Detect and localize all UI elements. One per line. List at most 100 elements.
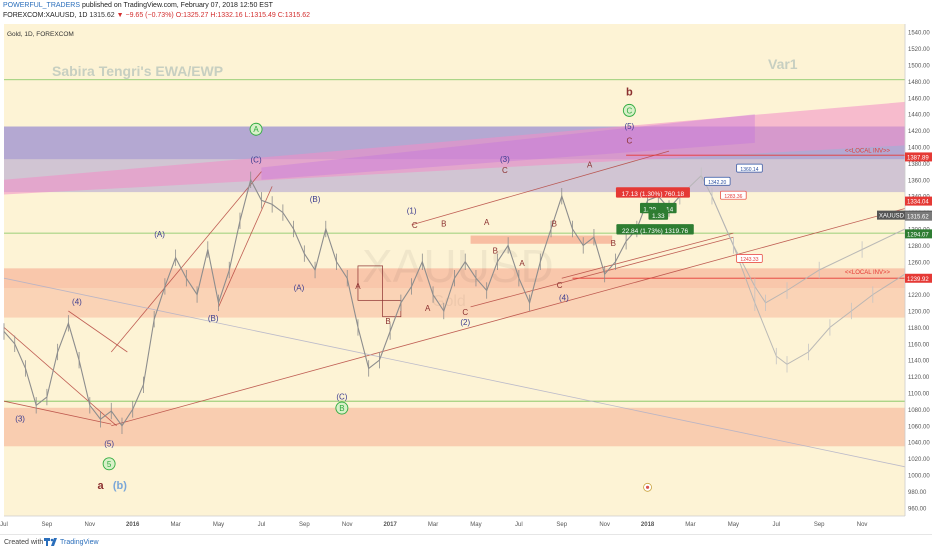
wave-text: A [425, 304, 431, 313]
wave-circle [335, 401, 349, 415]
time-tick-label: Jul [772, 522, 780, 528]
price-tick-label: 1100.00 [908, 392, 930, 398]
wave-label: B [552, 220, 557, 229]
wave-label: C [557, 281, 563, 290]
time-tick-label: Jul [515, 522, 523, 528]
chart-title: Gold, 1D, FOREXCOM [7, 31, 74, 38]
annotation: 1.33 [648, 209, 669, 220]
price-tag: 1387.89 [905, 152, 932, 162]
ticker-watermark: XAUUSD [362, 240, 554, 292]
wave-text: b [626, 86, 633, 98]
wave-text: C [412, 221, 418, 230]
price-tick-label: 1040.00 [908, 441, 930, 447]
tradingview-brand[interactable]: TradingView [60, 539, 99, 546]
price-tag-label: 1315.62 [907, 215, 929, 221]
created-with-text: Created with [4, 539, 44, 546]
time-tick-label: Jul [258, 522, 266, 528]
wave-label: B [611, 239, 616, 248]
wave-text: C [626, 106, 632, 115]
wave-text: C [502, 166, 508, 175]
wave-label: a [97, 480, 104, 492]
wave-box [357, 265, 383, 301]
annotation-box [704, 176, 731, 186]
price-tag: 1334.04 [905, 196, 932, 206]
annotation-label: 1.33 [652, 213, 665, 220]
wave-label: (5) [104, 439, 114, 448]
annotation: <<LOCAL INV>> [845, 270, 891, 276]
price-tick-label: 1120.00 [908, 375, 930, 381]
series-projection [679, 174, 906, 365]
symbol-axis-tag-label: XAUUSD [879, 214, 905, 220]
wave-circle [249, 122, 263, 136]
price-tick-label: 1000.00 [908, 474, 930, 480]
price-tick-label: 1400.00 [908, 146, 930, 152]
wave-label: C [462, 308, 468, 317]
time-tick-label: 2017 [383, 522, 397, 528]
wave-circle [102, 457, 116, 471]
price-tag: 1294.07 [905, 229, 932, 239]
wave-label: (A) [294, 284, 305, 293]
long-down-line [3, 277, 906, 468]
annotation-box [720, 190, 747, 200]
time-tick-label: Sep [814, 522, 825, 528]
wave-label: b [626, 86, 633, 98]
price-tick-label: 1460.00 [908, 96, 930, 102]
wave-label: (5) [624, 122, 634, 131]
price-tick-label: 1220.00 [908, 293, 930, 299]
trendline-1 [3, 327, 117, 427]
price-tick-label: 1420.00 [908, 129, 930, 135]
price-tick-label: 1080.00 [908, 408, 930, 414]
annotation: <<LOCAL INV>> [845, 149, 891, 155]
tradingview-logo-icon[interactable] [44, 537, 58, 547]
wave-text: C [462, 308, 468, 317]
annotation-box [616, 224, 694, 235]
wave-label: (2) [460, 318, 470, 327]
time-tick-label: Nov [84, 522, 95, 528]
price-change: ▼ −9.65 (−0.73%) [116, 12, 174, 19]
wave-label: (C) [336, 393, 347, 402]
author-link[interactable]: POWERFUL_TRADERS [3, 2, 81, 9]
wave-text: 5 [107, 460, 112, 469]
wave-label: A [519, 259, 525, 268]
wave-label: (1) [407, 206, 417, 215]
series-projection_alt [711, 195, 906, 304]
event-flag-icon [643, 482, 652, 492]
wave-text: B [339, 404, 344, 413]
wave-text: (4) [559, 293, 569, 302]
price-tag-box [905, 196, 932, 206]
wave-label: (b) [113, 480, 127, 492]
wave-label: A [355, 282, 361, 291]
price-tick-label: 960.00 [908, 506, 927, 512]
local-zone-salmon [470, 235, 613, 244]
wave-text: (C) [336, 393, 347, 402]
wave-text: (4) [72, 297, 82, 306]
wave-text: (C) [251, 156, 262, 165]
price-chart[interactable]: Sabira Tengri's EWA/EWP Var1XAUUSDGold960… [0, 24, 932, 534]
wave-label: B [493, 247, 498, 256]
time-tick-label: Nov [342, 522, 353, 528]
wave-line-b [110, 171, 262, 353]
trendline-2 [3, 400, 112, 425]
annotation: 1283.36 [720, 190, 747, 200]
annotation-label: <<LOCAL INV>> [845, 270, 891, 276]
wave-label: B [441, 220, 446, 229]
publisher-line: POWERFUL_TRADERS published on TradingVie… [3, 2, 273, 9]
price-tick-label: 1060.00 [908, 424, 930, 430]
wave-text: a [97, 480, 104, 492]
price-tag-label: 1334.04 [907, 200, 929, 206]
wave-line-a [218, 186, 273, 308]
price-tick-label: 1020.00 [908, 457, 930, 463]
wave-line-c [561, 232, 734, 279]
time-tick-label: 2016 [126, 522, 140, 528]
wave-label: A [587, 161, 593, 170]
wave-label: (B) [310, 195, 321, 204]
purple-channel-overlap [261, 114, 755, 180]
price-tick-label: 1200.00 [908, 310, 930, 316]
wave-text: (A) [154, 230, 165, 239]
price-tick-label: 1520.00 [908, 47, 930, 53]
wave-label: (A) [154, 230, 165, 239]
time-tick-label: Mar [685, 522, 695, 528]
time-tick-label: Mar [170, 522, 180, 528]
price-tick-label: 1160.00 [908, 342, 930, 348]
